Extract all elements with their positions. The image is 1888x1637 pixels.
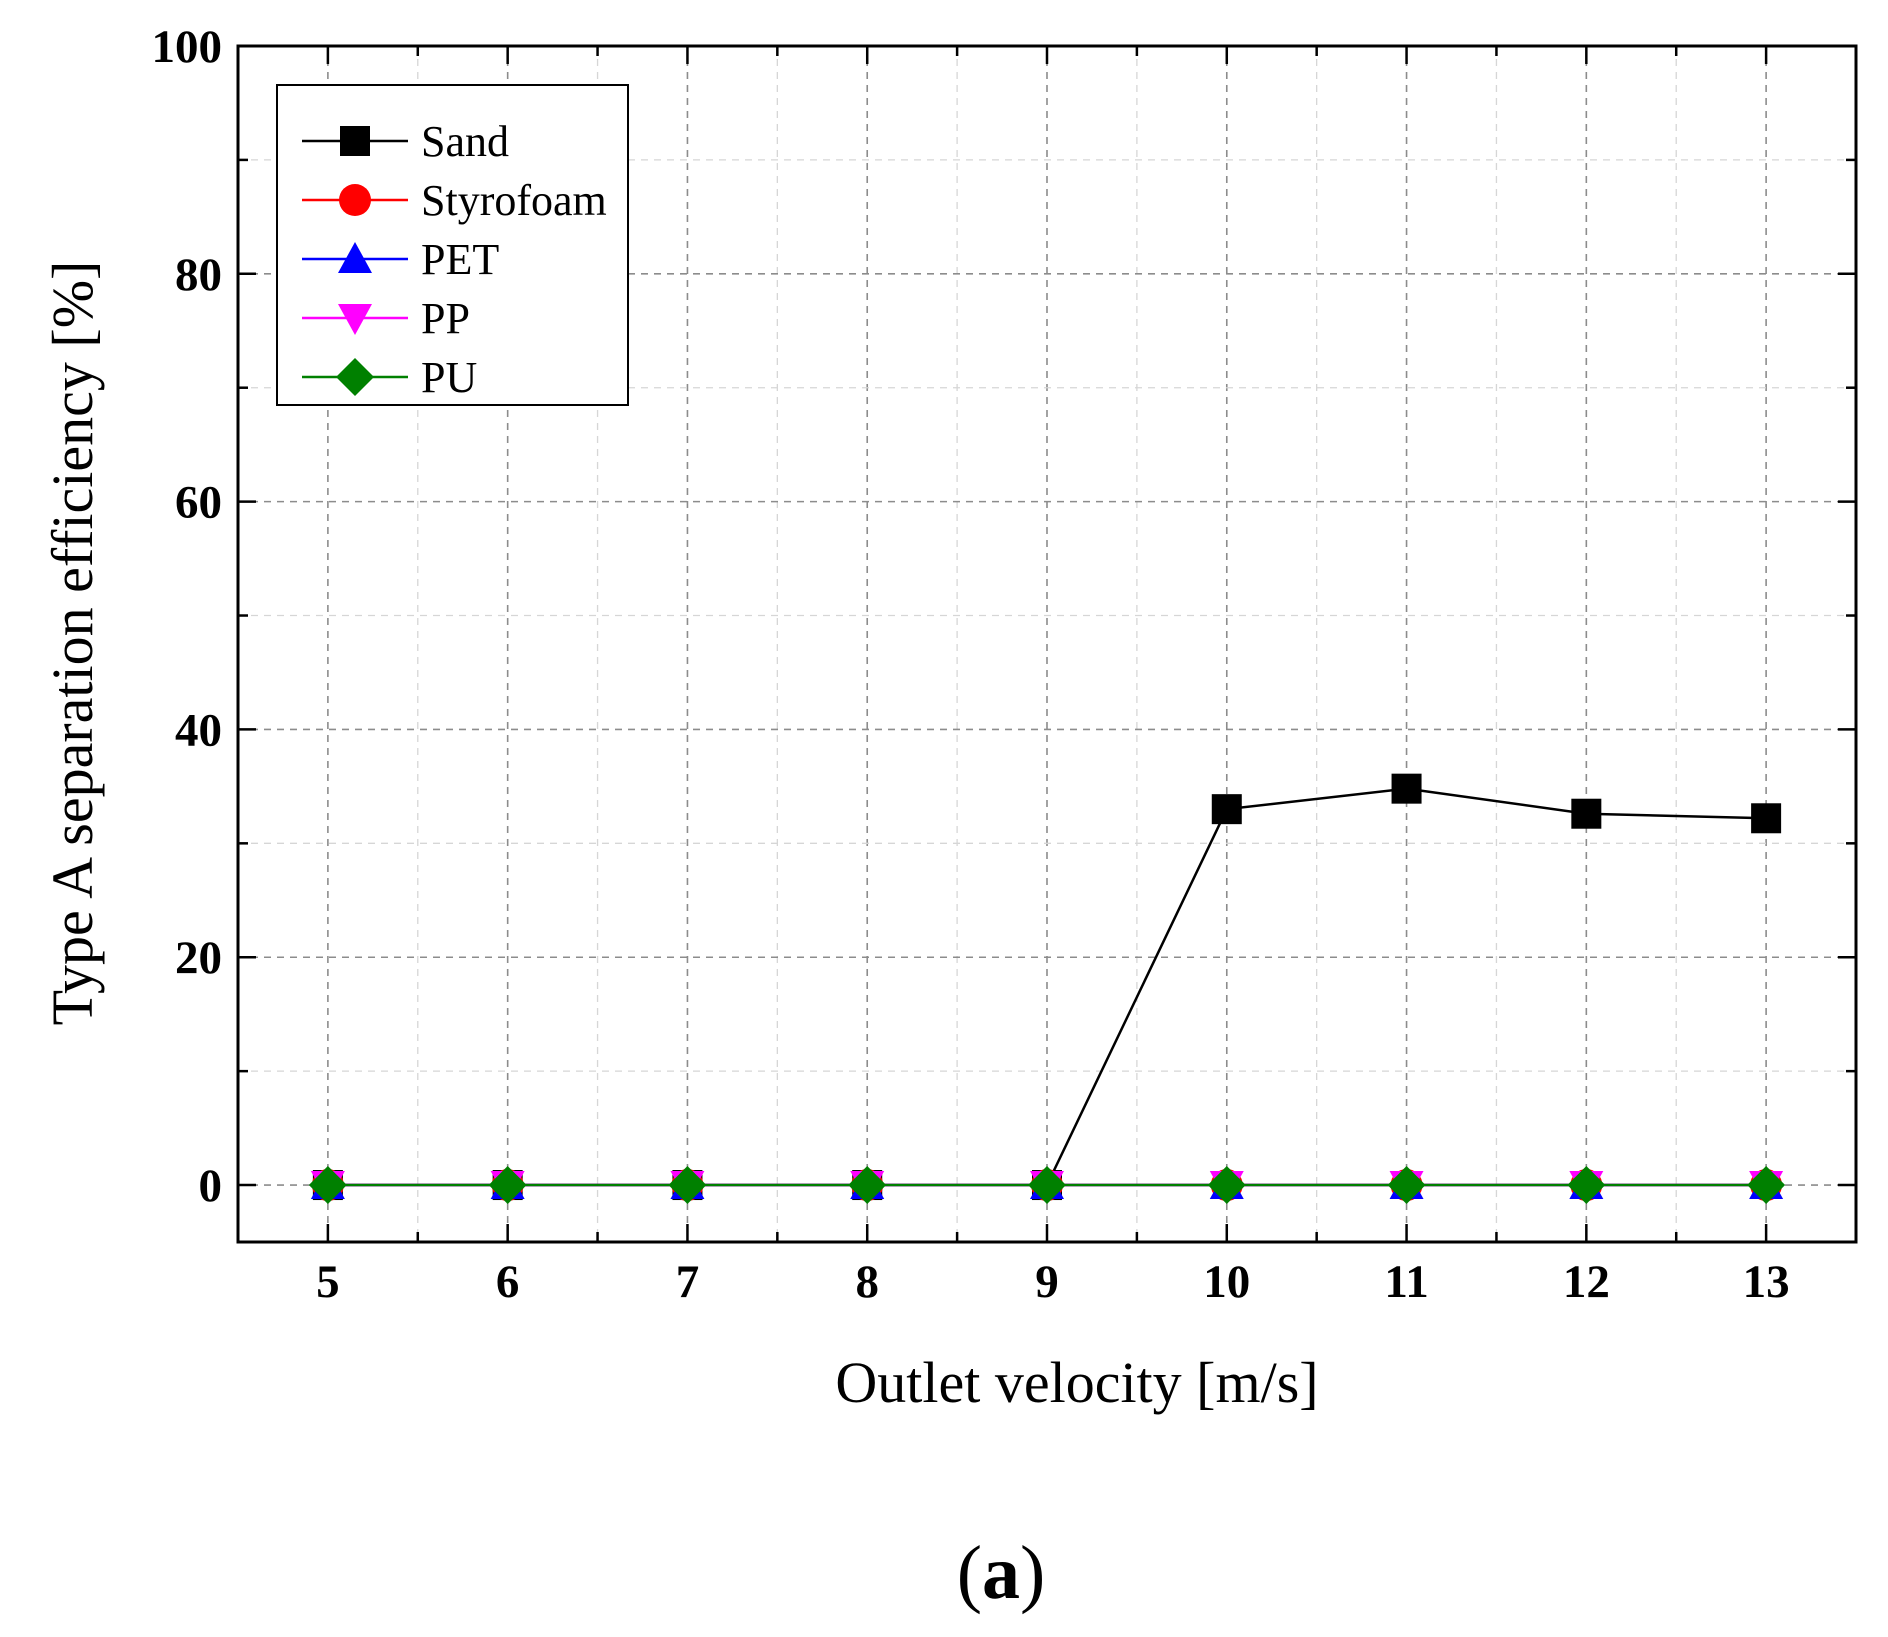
legend: Sand Styrofoam PET PP PU: [276, 84, 629, 406]
panel-label-letter: a: [982, 1531, 1020, 1615]
legend-marker-styrofoam: [339, 184, 371, 216]
y-tick-label: 40: [175, 704, 222, 756]
y-tick-label: 100: [152, 21, 223, 73]
legend-label-styrofoam: Styrofoam: [421, 176, 607, 225]
y-tick-label: 60: [175, 477, 222, 529]
legend-marker-pet: [338, 242, 372, 273]
y-tick-label: 80: [175, 249, 222, 301]
legend-marker-pu: [336, 358, 374, 396]
data-point-pu: [1747, 1166, 1786, 1205]
x-tick-label: 8: [855, 1256, 879, 1308]
y-tick-label: 0: [199, 1160, 223, 1212]
x-tick-labels: 5 6 7 8 9 10 11 12 13: [316, 1256, 1789, 1308]
data-point-sand: [1391, 773, 1422, 804]
x-tick-label: 6: [496, 1256, 520, 1308]
x-tick-label: 12: [1563, 1256, 1610, 1308]
legend-item-pet: PET: [302, 235, 499, 284]
series-pu: [308, 1166, 1786, 1205]
legend-marker-pp: [338, 304, 372, 335]
panel-label: (a): [957, 1531, 1046, 1615]
legend-label-pp: PP: [421, 294, 470, 343]
data-point-pu: [488, 1166, 527, 1205]
y-tick-labels: 0 20 40 60 80 100: [152, 21, 223, 1212]
legend-item-styrofoam: Styrofoam: [302, 176, 607, 225]
data-point-pu: [668, 1166, 707, 1205]
data-point-sand: [1211, 794, 1242, 825]
x-tick-label: 7: [676, 1256, 700, 1308]
axis-ticks: [236, 44, 1858, 1242]
y-axis-title: Type A separation efficiency [%]: [40, 261, 105, 1026]
x-tick-label: 9: [1035, 1256, 1059, 1308]
panel-label-close: ): [1020, 1531, 1045, 1615]
data-point-pu: [1387, 1166, 1426, 1205]
legend-box: [276, 84, 629, 406]
x-tick-label: 10: [1203, 1256, 1250, 1308]
data-point-pu: [1567, 1166, 1606, 1205]
data-point-sand: [1751, 803, 1782, 834]
panel-label-open: (: [957, 1531, 982, 1615]
data-point-pu: [1028, 1166, 1066, 1205]
data-point-pu: [848, 1166, 887, 1205]
data-point-sand: [1571, 798, 1602, 829]
y-tick-label: 20: [175, 932, 222, 984]
legend-marker-sand: [340, 126, 370, 156]
legend-item-pp: PP: [302, 294, 470, 343]
x-tick-label: 11: [1384, 1256, 1428, 1308]
gridlines: [238, 46, 1856, 1242]
legend-label-pet: PET: [421, 235, 499, 284]
x-tick-label: 13: [1743, 1256, 1790, 1308]
legend-item-sand: Sand: [302, 117, 509, 166]
data-point-pu: [308, 1166, 347, 1205]
x-axis-title: Outlet velocity [m/s]: [835, 1350, 1318, 1415]
series-layer: [308, 773, 1786, 1205]
legend-label-pu: PU: [421, 353, 477, 402]
data-point-pu: [1207, 1166, 1246, 1205]
x-tick-label: 5: [316, 1256, 340, 1308]
legend-items: Sand Styrofoam PET PP PU: [302, 117, 607, 402]
legend-item-pu: PU: [302, 353, 477, 402]
legend-label-sand: Sand: [421, 117, 509, 166]
